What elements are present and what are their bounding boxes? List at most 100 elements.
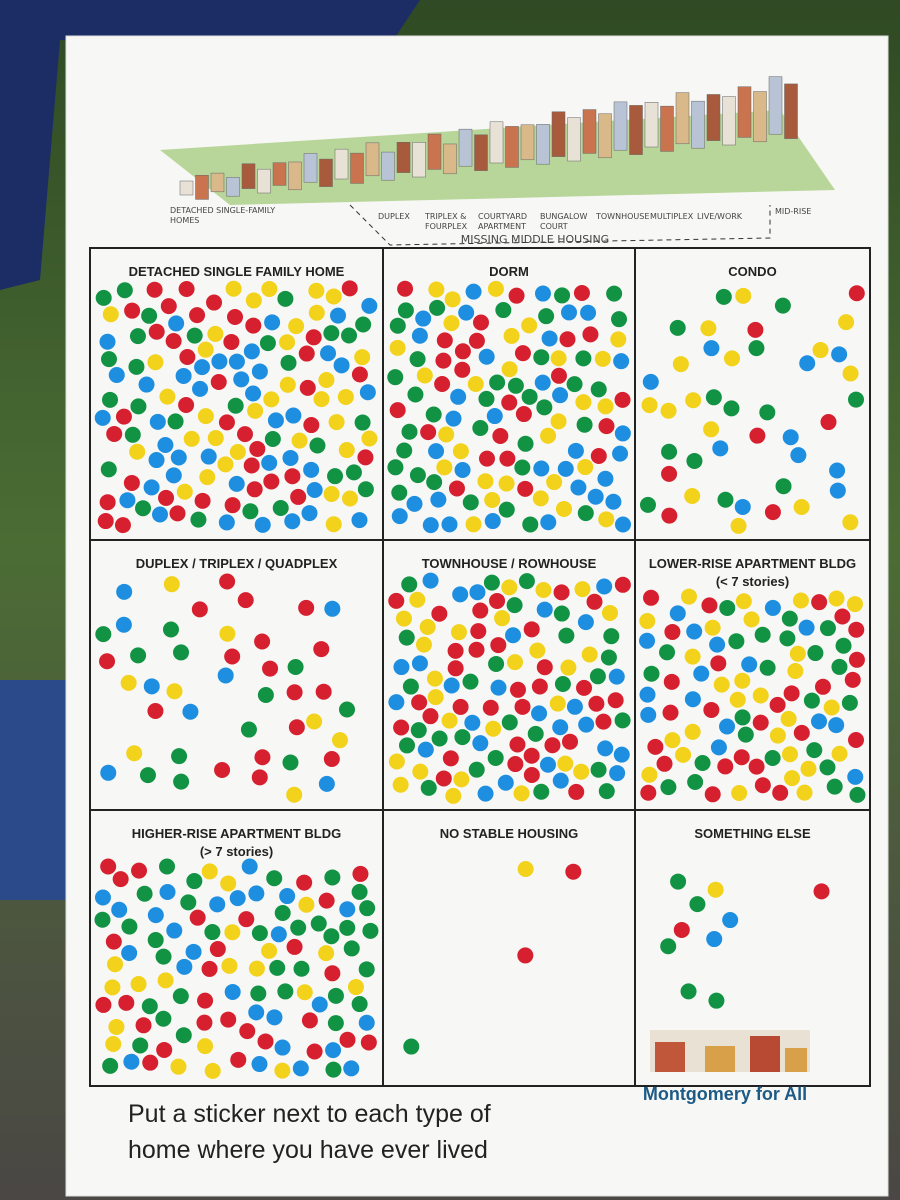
sticker <box>251 1056 268 1073</box>
sticker <box>708 992 725 1009</box>
sticker <box>173 644 190 661</box>
sticker <box>534 374 551 391</box>
sticker <box>240 721 257 738</box>
sticker <box>495 302 512 319</box>
sticker <box>429 299 446 316</box>
sticker <box>661 465 678 482</box>
sticker <box>641 766 658 783</box>
sticker <box>586 593 603 610</box>
sticker <box>780 710 797 727</box>
sticker <box>846 596 863 613</box>
sticker <box>306 1043 323 1060</box>
sticker <box>576 416 593 433</box>
logo-art <box>650 1030 810 1072</box>
sticker <box>588 695 605 712</box>
sticker <box>217 667 234 684</box>
sticker <box>291 432 308 449</box>
sticker <box>250 985 267 1002</box>
sticker <box>454 729 471 746</box>
sticker <box>613 746 630 763</box>
sticker <box>99 494 116 511</box>
sticker <box>594 350 611 367</box>
sticker <box>230 1051 247 1068</box>
sticker <box>351 512 368 529</box>
sticker <box>411 327 428 344</box>
sticker <box>129 328 146 345</box>
sticker <box>175 1027 192 1044</box>
sticker <box>325 1042 342 1059</box>
sticker <box>218 414 235 431</box>
sticker <box>190 511 207 528</box>
sticker <box>99 653 116 670</box>
sticker <box>501 394 518 411</box>
sticker <box>826 778 843 795</box>
sticker <box>427 689 444 706</box>
sticker <box>661 443 678 460</box>
sticker <box>323 485 340 502</box>
building <box>210 172 225 193</box>
sticker <box>823 699 840 716</box>
sticker <box>288 318 305 335</box>
sticker <box>550 367 567 384</box>
sticker <box>358 961 375 978</box>
sticker <box>573 763 590 780</box>
sticker <box>717 758 734 775</box>
sticker <box>468 332 485 349</box>
sticker <box>243 343 260 360</box>
sticker <box>477 785 494 802</box>
sticker <box>266 1009 283 1026</box>
sticker <box>443 677 460 694</box>
sticker <box>135 1017 152 1034</box>
sticker <box>693 665 710 682</box>
sticker <box>610 331 627 348</box>
sticker <box>119 492 136 509</box>
sticker <box>155 948 172 965</box>
sticker <box>318 892 335 909</box>
sticker <box>754 777 771 794</box>
sticker <box>116 583 133 600</box>
sticker <box>848 621 865 638</box>
sticker <box>224 497 241 514</box>
sticker <box>272 499 289 516</box>
sticker <box>221 957 238 974</box>
sticker <box>643 589 660 606</box>
sticker <box>614 576 631 593</box>
building <box>505 126 519 168</box>
sticker <box>245 292 262 309</box>
sticker <box>509 681 526 698</box>
sticker <box>517 947 534 964</box>
sticker <box>343 940 360 957</box>
sticker <box>453 771 470 788</box>
sticker <box>523 767 540 784</box>
sticker <box>787 663 804 680</box>
sticker <box>182 703 199 720</box>
cell-title: TOWNHOUSE / ROWHOUSE <box>422 556 597 571</box>
sticker <box>227 309 244 326</box>
sticker <box>741 656 758 673</box>
sticker <box>393 659 410 676</box>
sticker <box>465 283 482 300</box>
sticker <box>361 430 378 447</box>
sticker <box>582 326 599 343</box>
sticker <box>152 506 169 523</box>
building <box>226 177 240 197</box>
sticker <box>415 310 432 327</box>
sticker <box>600 649 617 666</box>
sticker <box>224 983 241 1000</box>
sticker <box>454 343 471 360</box>
sticker <box>577 505 594 522</box>
sticker <box>95 289 112 306</box>
sticker <box>831 658 848 675</box>
sticker <box>521 317 538 334</box>
sticker <box>567 442 584 459</box>
sticker <box>487 280 504 297</box>
sticker <box>550 350 567 367</box>
sticker <box>523 747 540 764</box>
sticker <box>590 447 607 464</box>
sticker <box>717 491 734 508</box>
building <box>303 153 318 183</box>
sticker <box>752 714 769 731</box>
sticker <box>225 280 242 297</box>
sticker <box>229 443 246 460</box>
sticker <box>399 737 416 754</box>
